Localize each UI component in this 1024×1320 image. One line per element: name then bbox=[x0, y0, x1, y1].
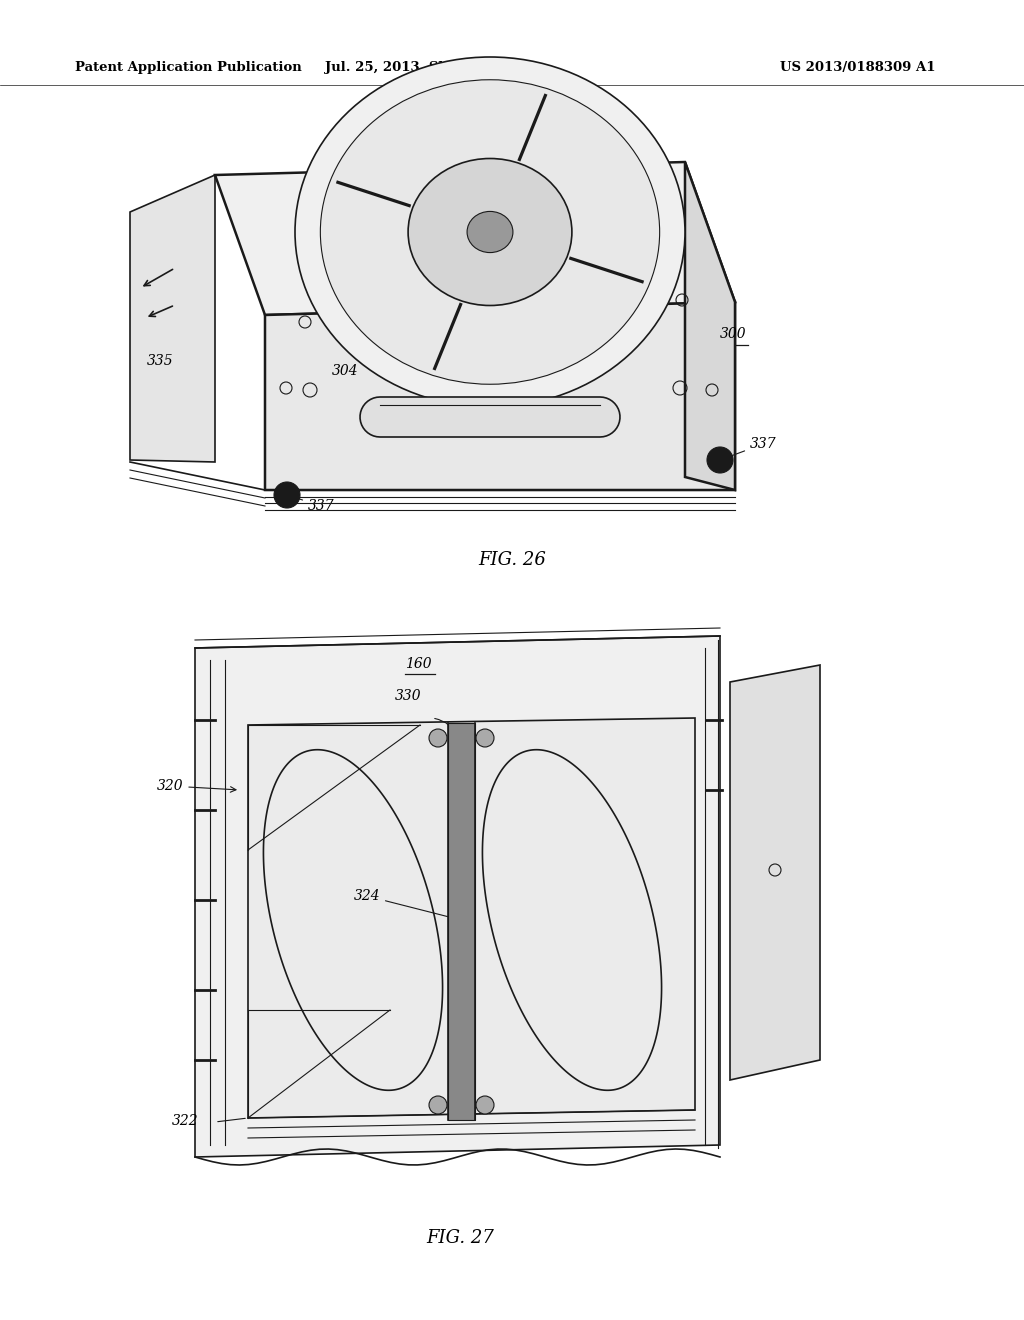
Text: 302: 302 bbox=[477, 137, 504, 180]
Circle shape bbox=[476, 1096, 494, 1114]
Polygon shape bbox=[195, 636, 720, 1158]
Text: 335: 335 bbox=[146, 354, 173, 368]
Circle shape bbox=[707, 447, 733, 473]
Polygon shape bbox=[265, 302, 735, 490]
Circle shape bbox=[476, 729, 494, 747]
Polygon shape bbox=[449, 723, 475, 1119]
Text: 300: 300 bbox=[720, 327, 746, 341]
Text: 304: 304 bbox=[332, 364, 358, 378]
Text: FIG. 27: FIG. 27 bbox=[426, 1229, 494, 1247]
Ellipse shape bbox=[295, 57, 685, 407]
Circle shape bbox=[274, 482, 300, 508]
Text: 337: 337 bbox=[290, 496, 335, 513]
Text: US 2013/0188309 A1: US 2013/0188309 A1 bbox=[780, 62, 936, 74]
Text: 330: 330 bbox=[394, 689, 421, 704]
Polygon shape bbox=[685, 162, 735, 490]
Text: 305: 305 bbox=[477, 354, 504, 403]
Text: 337: 337 bbox=[723, 437, 776, 459]
Text: 322: 322 bbox=[171, 1114, 198, 1129]
Circle shape bbox=[429, 729, 447, 747]
Polygon shape bbox=[360, 397, 620, 437]
Text: Jul. 25, 2013  Sheet 16 of 20: Jul. 25, 2013 Sheet 16 of 20 bbox=[325, 62, 536, 74]
Ellipse shape bbox=[321, 79, 659, 384]
Text: 160: 160 bbox=[404, 657, 431, 671]
Circle shape bbox=[429, 1096, 447, 1114]
Text: Patent Application Publication: Patent Application Publication bbox=[75, 62, 302, 74]
Polygon shape bbox=[730, 665, 820, 1080]
Text: 324: 324 bbox=[353, 888, 457, 920]
Text: 320: 320 bbox=[157, 779, 236, 793]
Text: FIG. 26: FIG. 26 bbox=[478, 550, 546, 569]
Ellipse shape bbox=[467, 211, 513, 252]
Polygon shape bbox=[130, 176, 215, 462]
Ellipse shape bbox=[409, 158, 571, 305]
Polygon shape bbox=[248, 718, 695, 1118]
Polygon shape bbox=[215, 162, 735, 315]
